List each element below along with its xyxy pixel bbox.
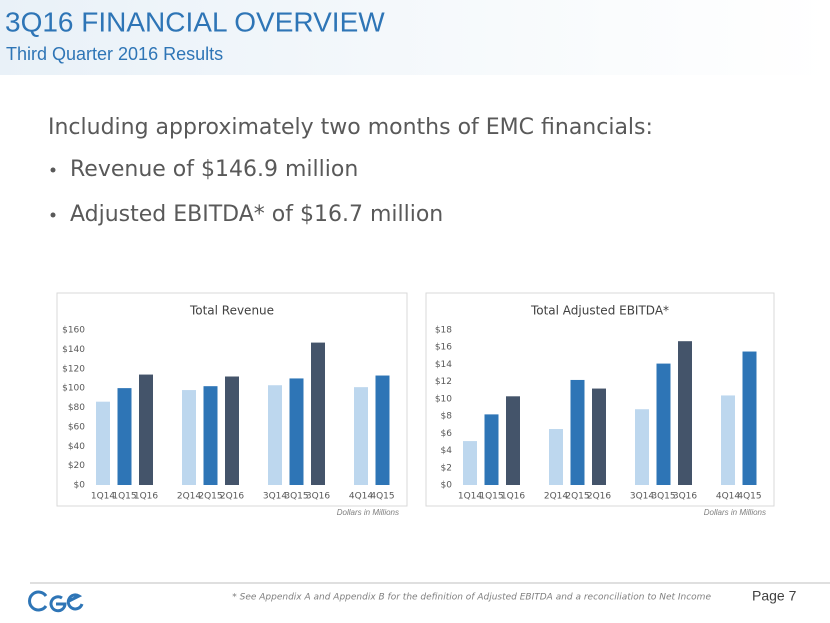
bar — [182, 390, 196, 485]
bar — [463, 441, 477, 485]
x-tick-label: 1Q16 — [501, 492, 526, 502]
y-tick-label: $120 — [62, 364, 85, 374]
bar — [225, 376, 239, 485]
slide-subtitle: Third Quarter 2016 Results — [6, 44, 223, 64]
bullet-dot — [50, 167, 56, 173]
bar — [570, 379, 585, 485]
bar — [203, 386, 218, 485]
chart-title: Total Revenue — [189, 304, 274, 318]
y-tick-label: $40 — [68, 442, 85, 452]
x-tick-label: 2Q16 — [587, 492, 612, 502]
x-tick-label: 1Q14 — [91, 492, 116, 502]
bar — [375, 375, 390, 485]
chart-title: Total Adjusted EBITDA* — [530, 304, 669, 318]
y-tick-label: $10 — [435, 394, 452, 404]
slide-title: 3Q16 FINANCIAL OVERVIEW — [5, 6, 385, 37]
x-tick-label: 2Q16 — [220, 492, 245, 502]
x-tick-label: 1Q15 — [479, 492, 503, 502]
y-tick-label: $2 — [441, 463, 452, 473]
x-tick-label: 2Q15 — [198, 492, 222, 502]
bullet-text: Adjusted EBITDA* of $16.7 million — [70, 202, 443, 227]
x-tick-label: 3Q16 — [673, 492, 698, 502]
x-tick-label: 4Q14 — [716, 492, 741, 502]
x-tick-label: 2Q14 — [177, 492, 202, 502]
bar — [549, 429, 563, 485]
header-band — [0, 0, 830, 75]
bar — [721, 395, 735, 485]
x-tick-label: 1Q14 — [458, 492, 483, 502]
x-tick-label: 4Q15 — [737, 492, 761, 502]
bullet-text: Revenue of $146.9 million — [70, 157, 358, 182]
bar — [289, 378, 304, 485]
bullet-dot — [50, 212, 56, 218]
bar — [678, 341, 692, 485]
bar — [484, 414, 499, 485]
bar — [656, 363, 671, 485]
bar — [506, 396, 520, 485]
x-tick-label: 3Q14 — [263, 492, 288, 502]
x-tick-label: 1Q15 — [112, 492, 136, 502]
y-tick-label: $12 — [435, 377, 452, 387]
footnote: * See Appendix A and Appendix B for the … — [232, 593, 711, 603]
bar — [117, 388, 132, 485]
y-tick-label: $60 — [68, 422, 85, 432]
y-tick-label: $4 — [441, 446, 453, 456]
y-tick-label: $0 — [441, 481, 453, 491]
x-tick-label: 1Q16 — [134, 492, 159, 502]
chart-note: Dollars in Millions — [704, 508, 766, 517]
bar — [635, 409, 649, 485]
x-tick-label: 3Q15 — [651, 492, 675, 502]
y-tick-label: $140 — [62, 345, 85, 355]
y-tick-label: $14 — [435, 360, 452, 370]
y-tick-label: $18 — [435, 326, 452, 336]
x-tick-label: 4Q15 — [370, 492, 394, 502]
bar — [742, 351, 757, 485]
page-number: Page 7 — [752, 588, 797, 604]
y-tick-label: $80 — [68, 403, 85, 413]
y-tick-label: $16 — [435, 343, 452, 353]
y-tick-label: $20 — [68, 461, 85, 471]
intro-text: Including approximately two months of EM… — [48, 115, 653, 140]
x-tick-label: 2Q15 — [565, 492, 589, 502]
bar — [592, 388, 606, 485]
logo — [28, 590, 84, 613]
x-tick-label: 3Q16 — [306, 492, 331, 502]
y-tick-label: $160 — [62, 326, 85, 336]
y-tick-label: $100 — [62, 384, 85, 394]
bar — [268, 385, 282, 485]
y-tick-label: $0 — [74, 481, 86, 491]
x-tick-label: 2Q14 — [544, 492, 569, 502]
bar — [354, 387, 368, 485]
bar — [311, 342, 325, 485]
chart-note: Dollars in Millions — [337, 508, 399, 517]
y-tick-label: $6 — [441, 429, 453, 439]
x-tick-label: 3Q15 — [284, 492, 308, 502]
bar — [139, 374, 153, 485]
x-tick-label: 4Q14 — [349, 492, 374, 502]
y-tick-label: $8 — [441, 412, 453, 422]
bar — [96, 401, 110, 485]
x-tick-label: 3Q14 — [630, 492, 655, 502]
